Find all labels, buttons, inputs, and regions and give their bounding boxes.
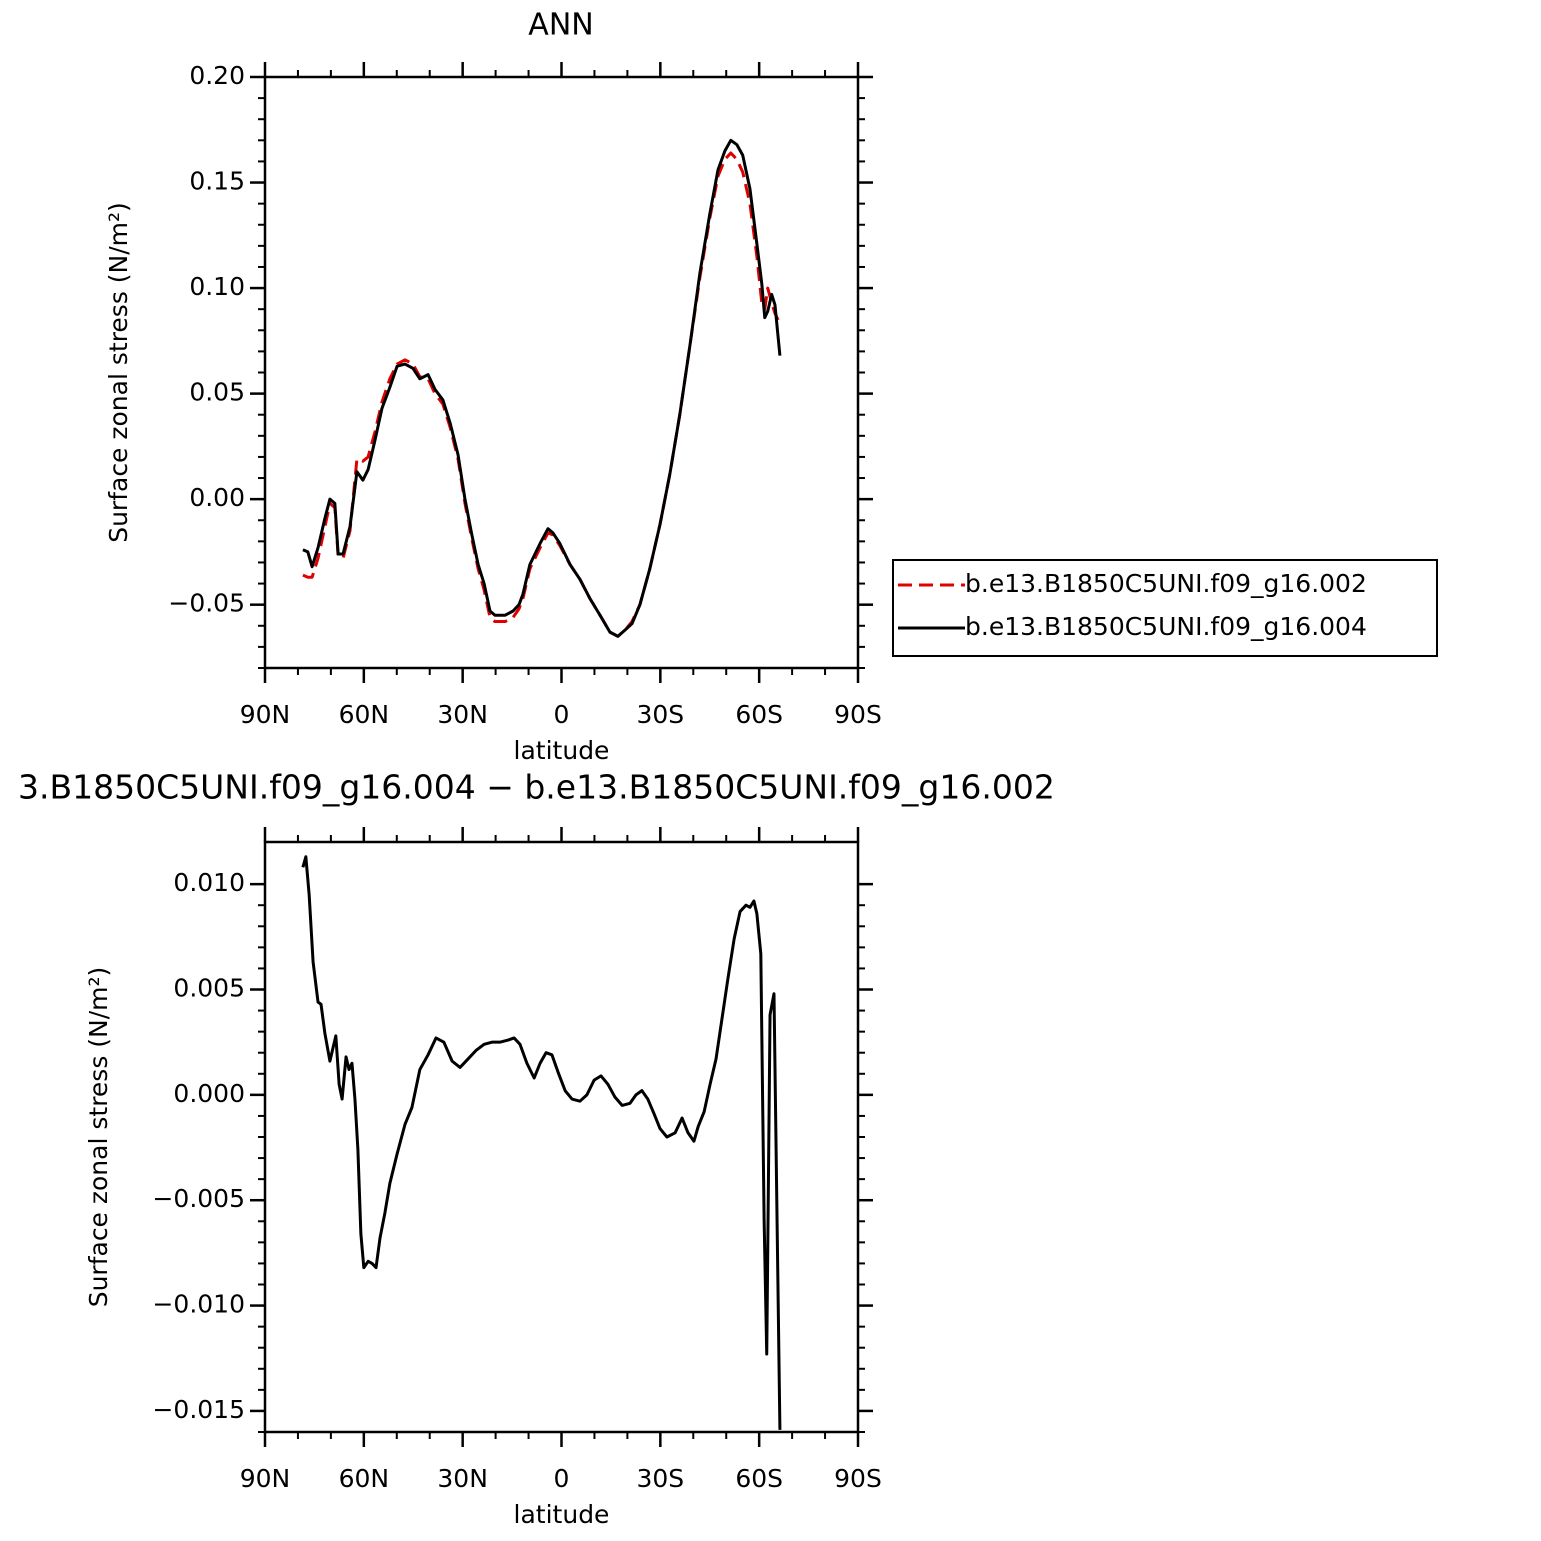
chart-title: ANN (528, 8, 593, 43)
x-tick-label: 90N (240, 700, 291, 729)
x-tick-label: 30S (636, 700, 684, 729)
x-tick-label: 30N (437, 700, 488, 729)
y-tick-label: −0.005 (152, 1184, 245, 1213)
x-tick-label: 60S (735, 700, 783, 729)
x-tick-label: 90S (834, 1464, 882, 1493)
chart-title: 3.B1850C5UNI.f09_g16.004 − b.e13.B1850C5… (18, 768, 1055, 807)
x-axis-label: latitude (514, 736, 610, 765)
x-tick-label: 60N (339, 1464, 390, 1493)
y-tick-label: 0.000 (173, 1079, 245, 1108)
y-axis-label: Surface zonal stress (N/m²) (104, 202, 133, 543)
x-tick-label: 90S (834, 700, 882, 729)
legend-label: b.e13.B1850C5UNI.f09_g16.002 (965, 569, 1367, 598)
y-tick-label: 0.05 (189, 378, 245, 407)
y-tick-label: −0.010 (152, 1290, 245, 1319)
legend-box (892, 559, 1438, 657)
x-tick-label: 30N (437, 1464, 488, 1493)
data-line (302, 138, 782, 638)
x-tick-label: 0 (554, 1464, 570, 1493)
data-line (301, 855, 782, 1430)
legend-label: b.e13.B1850C5UNI.f09_g16.004 (965, 612, 1367, 641)
x-tick-label: 0 (554, 700, 570, 729)
y-tick-label: 0.10 (189, 272, 245, 301)
x-tick-label: 60N (339, 700, 390, 729)
y-tick-label: 0.010 (173, 868, 245, 897)
y-tick-label: −0.05 (168, 589, 245, 618)
y-tick-label: 0.15 (189, 167, 245, 196)
x-axis-label: latitude (514, 1500, 610, 1529)
y-tick-label: 0.20 (189, 61, 245, 90)
x-tick-label: 90N (240, 1464, 291, 1493)
x-tick-label: 30S (636, 1464, 684, 1493)
y-axis-label: Surface zonal stress (N/m²) (84, 967, 113, 1308)
plot-frame (263, 75, 860, 670)
y-tick-label: 0.005 (173, 974, 245, 1003)
y-tick-label: −0.015 (152, 1395, 245, 1424)
y-tick-label: 0.00 (189, 483, 245, 512)
x-tick-label: 60S (735, 1464, 783, 1493)
